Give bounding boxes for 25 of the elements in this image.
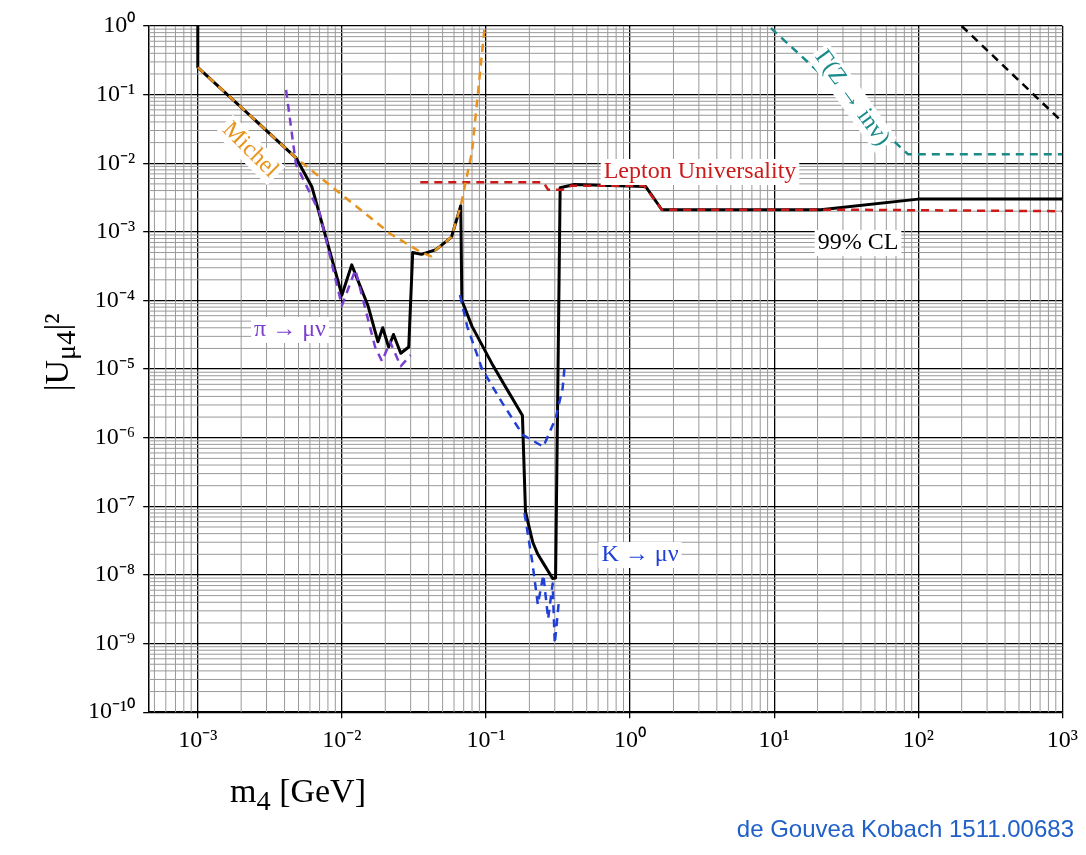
y-tick-label: 10⁻¹ [95,79,136,106]
y-tick-label: 10⁻⁶ [94,423,136,450]
series-label: π → μν [254,315,327,342]
y-tick-label: 10⁻⁹ [94,628,136,655]
y-tick-label: 10⁻³ [95,217,136,244]
x-tick-label: 10⁻¹ [466,725,506,752]
series-label: Lepton Universality [603,157,797,184]
text: K → μν [601,540,679,567]
y-tick-label: 10⁰ [103,11,136,38]
x-tick-label: 10⁻³ [178,725,218,752]
annotation: 99% CL [817,228,899,255]
x-tick-label: 10⁰ [614,725,647,752]
x-tick-label: 10⁻² [322,725,362,752]
x-tick-label: 10³ [1046,725,1078,752]
y-tick-label: 10⁻¹⁰ [87,697,136,724]
y-tick-label: 10⁻⁴ [94,285,136,312]
x-tick-label: 10¹ [758,725,790,752]
x-tick-label: 10² [902,725,934,752]
y-tick-label: 10⁻² [95,148,136,175]
text: Γ(Z → inv) [810,44,897,150]
y-tick-label: 10⁻⁷ [94,491,136,518]
text: de Gouvea Kobach 1511.00683 [736,815,1074,843]
y-tick-label: 10⁻⁵ [94,354,136,381]
y-tick-label: 10⁻⁸ [94,560,136,587]
x-axis-title: m$_{4}$ [GeV] [230,772,366,817]
